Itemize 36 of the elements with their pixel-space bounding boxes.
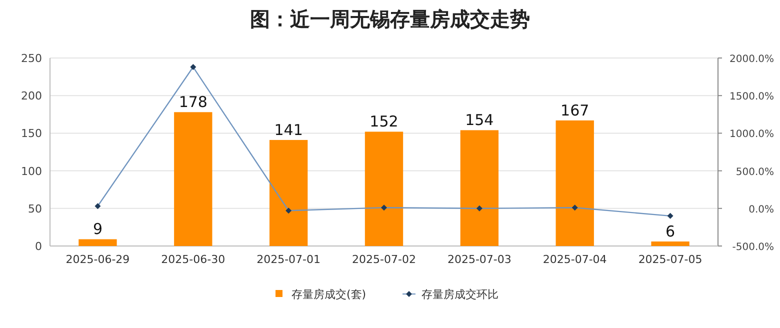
legend-label: 存量房成交(套) bbox=[292, 288, 366, 301]
bar bbox=[78, 239, 117, 246]
data-label: 167 bbox=[560, 101, 590, 120]
y-tick-label: 200 bbox=[21, 90, 42, 103]
x-tick-label: 2025-07-01 bbox=[256, 253, 321, 266]
chart-title: 图：近一周无锡存量房成交走势 bbox=[250, 7, 530, 31]
data-label: 154 bbox=[465, 111, 494, 130]
legend-label: 存量房成交环比 bbox=[422, 288, 498, 301]
bar bbox=[269, 140, 308, 246]
y2-tick-label: 0.0% bbox=[748, 204, 774, 216]
data-label: 152 bbox=[370, 112, 398, 131]
y2-tick-label: 500.0% bbox=[736, 166, 774, 178]
y-tick-label: 100 bbox=[21, 164, 42, 178]
y-tick-label: 50 bbox=[28, 202, 42, 216]
y-tick-label: 150 bbox=[21, 127, 42, 140]
y2-tick-label: 1500.0% bbox=[730, 92, 774, 103]
y2-tick-label: 1000.0% bbox=[730, 129, 774, 140]
data-label: 6 bbox=[666, 222, 676, 240]
data-label: 178 bbox=[178, 93, 208, 112]
x-tick-label: 2025-06-29 bbox=[66, 253, 130, 266]
bar bbox=[556, 120, 594, 246]
x-tick-label: 2025-06-30 bbox=[161, 253, 226, 266]
y-tick-label: 250 bbox=[21, 52, 42, 65]
bar bbox=[174, 112, 212, 246]
data-label: 9 bbox=[92, 220, 102, 238]
x-tick-label: 2025-07-04 bbox=[542, 253, 607, 266]
x-tick-label: 2025-07-02 bbox=[352, 253, 416, 266]
x-tick-label: 2025-07-03 bbox=[447, 253, 512, 266]
bar bbox=[364, 132, 404, 246]
y-tick-label: 0 bbox=[35, 240, 42, 253]
data-label: 141 bbox=[274, 120, 303, 139]
x-tick-label: 2025-07-05 bbox=[638, 253, 702, 266]
y2-tick-label: 2000.0% bbox=[730, 54, 774, 65]
y2-tick-label: -500.0% bbox=[732, 242, 774, 253]
bar bbox=[460, 130, 499, 246]
bar bbox=[651, 241, 690, 246]
